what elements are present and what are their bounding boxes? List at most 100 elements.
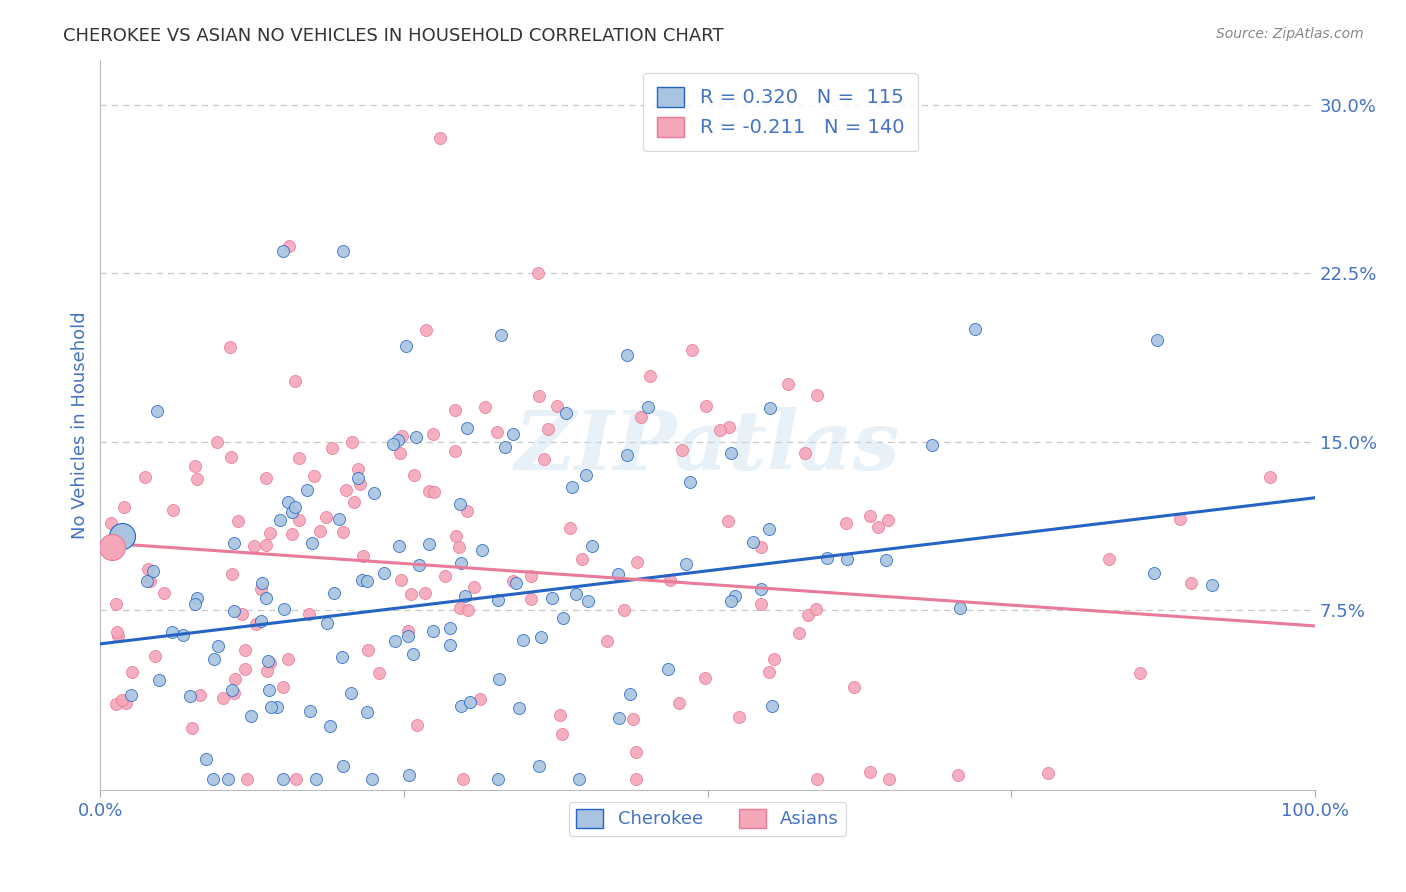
Point	[758, 522, 780, 536]
Point	[616, 348, 638, 362]
Point	[787, 626, 810, 640]
Point	[321, 441, 343, 455]
Point	[186, 472, 208, 486]
Point	[402, 647, 425, 661]
Point	[546, 400, 568, 414]
Point	[681, 343, 703, 357]
Point	[202, 772, 225, 786]
Point	[254, 538, 277, 552]
Point	[298, 607, 321, 621]
Point	[281, 527, 304, 541]
Point	[346, 462, 368, 476]
Point	[530, 630, 553, 644]
Legend: Cherokee, Asians: Cherokee, Asians	[569, 802, 846, 836]
Point	[1129, 666, 1152, 681]
Point	[1258, 470, 1281, 484]
Point	[806, 388, 828, 402]
Point	[211, 690, 233, 705]
Point	[356, 705, 378, 719]
Point	[134, 469, 156, 483]
Point	[160, 625, 183, 640]
Y-axis label: No Vehicles in Household: No Vehicles in Household	[72, 311, 89, 539]
Point	[551, 727, 574, 741]
Point	[921, 437, 943, 451]
Point	[305, 772, 328, 786]
Point	[368, 665, 391, 680]
Point	[301, 536, 323, 550]
Point	[520, 591, 543, 606]
Point	[302, 469, 325, 483]
Point	[596, 634, 619, 648]
Point	[763, 651, 786, 665]
Point	[963, 322, 986, 336]
Point	[724, 589, 747, 603]
Point	[356, 574, 378, 588]
Point	[228, 514, 250, 528]
Point	[273, 601, 295, 615]
Point	[402, 467, 425, 482]
Point	[145, 404, 167, 418]
Point	[284, 500, 307, 514]
Point	[626, 555, 648, 569]
Point	[335, 483, 357, 497]
Point	[112, 500, 135, 515]
Point	[152, 586, 174, 600]
Point	[1098, 551, 1121, 566]
Point	[352, 549, 374, 564]
Point	[439, 639, 461, 653]
Point	[271, 244, 294, 258]
Point	[162, 502, 184, 516]
Point	[136, 574, 159, 589]
Point	[447, 540, 470, 554]
Point	[527, 389, 550, 403]
Point	[806, 772, 828, 786]
Point	[396, 629, 419, 643]
Point	[576, 594, 599, 608]
Point	[1180, 576, 1202, 591]
Point	[468, 691, 491, 706]
Point	[288, 513, 311, 527]
Point	[418, 483, 440, 498]
Point	[619, 687, 641, 701]
Point	[398, 768, 420, 782]
Point	[527, 759, 550, 773]
Point	[349, 477, 371, 491]
Point	[352, 573, 374, 587]
Point	[422, 624, 444, 638]
Point	[565, 587, 588, 601]
Point	[222, 686, 245, 700]
Point	[450, 699, 472, 714]
Point	[581, 540, 603, 554]
Point	[679, 475, 702, 490]
Point	[384, 633, 406, 648]
Point	[797, 607, 820, 622]
Point	[184, 459, 207, 474]
Point	[449, 497, 471, 511]
Point	[271, 681, 294, 695]
Point	[277, 495, 299, 509]
Point	[675, 558, 697, 572]
Point	[250, 582, 273, 597]
Point	[405, 430, 427, 444]
Point	[616, 448, 638, 462]
Point	[363, 485, 385, 500]
Point	[558, 521, 581, 535]
Point	[202, 652, 225, 666]
Point	[837, 551, 859, 566]
Point	[389, 446, 412, 460]
Point	[1168, 512, 1191, 526]
Text: Source: ZipAtlas.com: Source: ZipAtlas.com	[1216, 27, 1364, 41]
Point	[877, 513, 900, 527]
Point	[195, 752, 218, 766]
Point	[444, 443, 467, 458]
Point	[835, 516, 858, 531]
Point	[866, 520, 889, 534]
Point	[105, 597, 128, 611]
Point	[728, 710, 751, 724]
Point	[188, 688, 211, 702]
Point	[449, 600, 471, 615]
Point	[328, 512, 350, 526]
Point	[111, 693, 134, 707]
Point	[463, 580, 485, 594]
Point	[222, 604, 245, 618]
